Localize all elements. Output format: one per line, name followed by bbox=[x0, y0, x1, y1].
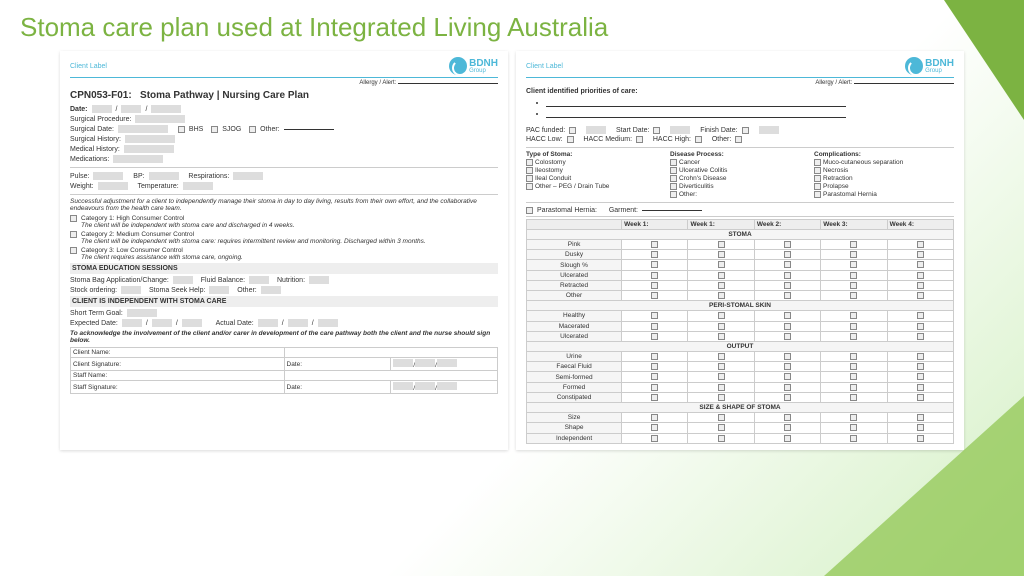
ack: To acknowledge the involvement of the cl… bbox=[70, 330, 498, 344]
allergy-line: Allergy / Alert: bbox=[70, 80, 498, 86]
stg-label: Short Term Goal: bbox=[70, 310, 123, 317]
logo-icon-r bbox=[905, 57, 923, 75]
ph-label: Parastomal Hernia: bbox=[537, 207, 597, 214]
client-label: Client Label bbox=[70, 63, 107, 70]
garm-label: Garment: bbox=[609, 207, 638, 214]
priorities-label: Client identified priorities of care: bbox=[526, 88, 954, 95]
logo-brand: BDNH bbox=[469, 59, 498, 68]
exp-label: Expected Date: bbox=[70, 320, 118, 327]
signature-table: Client Name:Client Signature:Date://Staf… bbox=[70, 347, 498, 394]
allergy-line-r: Allergy / Alert: bbox=[526, 80, 954, 86]
date-label: Date: bbox=[70, 106, 88, 113]
logo: BDNHGroup bbox=[449, 57, 498, 75]
ind-header: CLIENT IS INDEPENDENT WITH STOMA CARE bbox=[70, 296, 498, 307]
form-left: Client Label BDNHGroup Allergy / Alert: … bbox=[60, 51, 508, 450]
act-label: Actual Date: bbox=[216, 320, 254, 327]
blurb: Successful adjustment for a client to in… bbox=[70, 198, 498, 212]
form-title: CPN053-F01: Stoma Pathway | Nursing Care… bbox=[70, 90, 498, 101]
client-label-r: Client Label bbox=[526, 63, 563, 70]
form-right: Client Label BDNHGroup Allergy / Alert: … bbox=[516, 51, 964, 450]
forms-container: Client Label BDNHGroup Allergy / Alert: … bbox=[0, 51, 1024, 450]
priorities-lines bbox=[546, 99, 954, 118]
page-title: Stoma care plan used at Integrated Livin… bbox=[0, 0, 1024, 51]
edu-header: STOMA EDUCATION SESSIONS bbox=[70, 263, 498, 274]
logo-icon bbox=[449, 57, 467, 75]
